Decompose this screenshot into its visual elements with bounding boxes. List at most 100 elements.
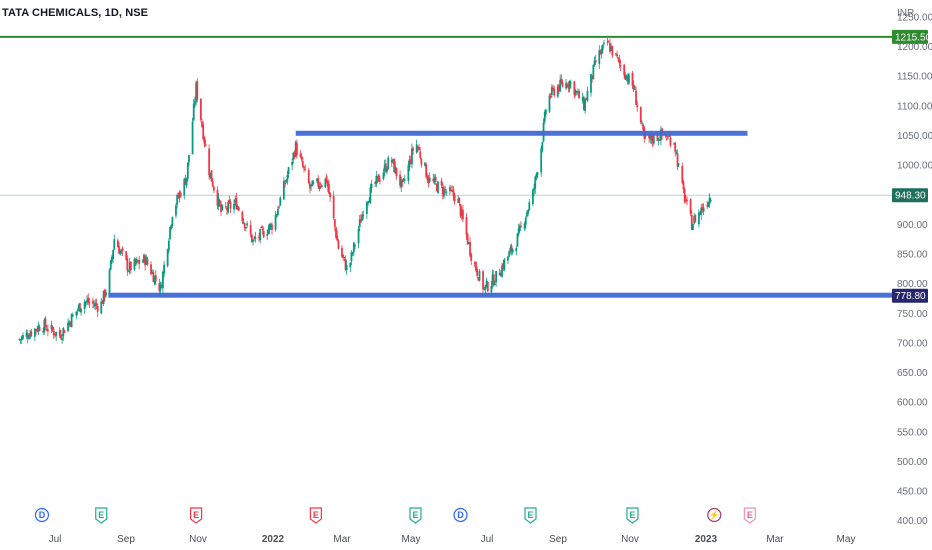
candle — [631, 71, 634, 90]
candle — [195, 80, 198, 106]
candle-body — [325, 176, 328, 183]
candle-body — [236, 206, 239, 210]
candle — [443, 185, 445, 199]
candle-body — [567, 85, 570, 88]
candle — [409, 155, 412, 165]
candle — [517, 223, 520, 237]
candle-body — [628, 74, 630, 84]
candle — [92, 297, 94, 309]
candle — [80, 308, 82, 316]
candle-body — [412, 148, 415, 151]
candle-body — [501, 265, 503, 277]
candle-body — [184, 178, 187, 185]
candle — [383, 159, 386, 177]
candle — [192, 98, 195, 122]
candle-body — [650, 133, 653, 141]
candle — [242, 218, 245, 225]
candle — [299, 150, 302, 158]
candle-body — [326, 181, 329, 187]
candle — [639, 106, 642, 125]
candle-body — [269, 223, 272, 227]
time-axis: Jul Sep Nov 2022 Mar May Jul Sep Nov 2023 Mar May — [49, 534, 856, 545]
candle-body — [300, 157, 303, 160]
candle-body — [540, 148, 543, 173]
earnings-upcoming-marker[interactable]: E — [743, 507, 756, 524]
earnings-marker[interactable]: E — [409, 507, 422, 524]
upper-zone[interactable] — [295, 130, 748, 136]
dividend-marker[interactable]: D — [453, 507, 468, 523]
candle-body — [150, 264, 152, 275]
split-marker[interactable]: ⚡ — [707, 507, 722, 523]
candle-body — [548, 95, 551, 112]
candle — [533, 183, 535, 196]
candle-body — [402, 178, 405, 181]
candle-body — [577, 90, 579, 92]
candle — [127, 269, 130, 273]
candle — [186, 162, 189, 182]
candle — [384, 159, 387, 174]
candle — [178, 190, 181, 203]
candle — [435, 183, 438, 192]
candle — [275, 213, 278, 218]
candle — [460, 206, 463, 220]
candle — [470, 252, 473, 265]
candle-body — [135, 259, 138, 263]
candle-body — [171, 217, 174, 226]
earnings-marker[interactable]: E — [309, 507, 322, 524]
candle — [677, 162, 680, 168]
earnings-icon — [409, 507, 422, 524]
candle-body — [103, 289, 106, 298]
candle — [326, 179, 329, 192]
candle-body — [201, 121, 203, 127]
support-zone[interactable] — [108, 292, 892, 298]
candle — [699, 211, 701, 216]
candle-body — [448, 187, 451, 192]
candle — [549, 92, 552, 99]
x-tick-label: 2022 — [262, 534, 285, 545]
candle — [176, 193, 179, 209]
candle — [379, 176, 381, 185]
candle — [62, 326, 65, 341]
y-tick-label: 1250.00 — [897, 12, 932, 23]
candle-body — [291, 161, 294, 166]
candle-body — [234, 199, 237, 203]
candle-body — [518, 225, 521, 231]
candle-body — [54, 333, 56, 336]
candle — [175, 203, 177, 219]
event-symbol: D — [457, 510, 464, 520]
candle-body — [559, 79, 562, 92]
candle-body — [443, 188, 445, 197]
candle-body — [271, 224, 273, 230]
candle — [243, 222, 246, 232]
earnings-marker[interactable]: E — [524, 507, 537, 524]
earnings-marker[interactable]: E — [190, 507, 203, 524]
y-tick-label: 1050.00 — [897, 131, 932, 142]
event-symbol: E — [193, 510, 199, 520]
candle — [266, 229, 269, 241]
candle-body — [409, 159, 412, 163]
candle — [55, 331, 58, 342]
candle-body — [386, 169, 388, 172]
candle-body — [292, 152, 295, 160]
candle — [694, 214, 697, 223]
candle-body — [482, 271, 484, 290]
candle — [296, 139, 298, 159]
candle — [271, 222, 273, 235]
candle — [692, 223, 694, 231]
candle-body — [370, 184, 373, 188]
candle — [129, 261, 132, 274]
event-symbol: E — [527, 510, 533, 520]
candle-body — [253, 237, 256, 239]
candle — [375, 170, 378, 188]
candle-body — [129, 261, 132, 270]
candle-body — [440, 180, 443, 186]
earnings-marker[interactable]: E — [95, 507, 108, 524]
candle — [184, 174, 187, 185]
dividend-marker[interactable]: D — [34, 507, 50, 523]
candle — [591, 75, 594, 83]
candle-body — [633, 88, 636, 90]
earnings-marker[interactable]: E — [626, 507, 639, 524]
candle-body — [565, 82, 567, 89]
